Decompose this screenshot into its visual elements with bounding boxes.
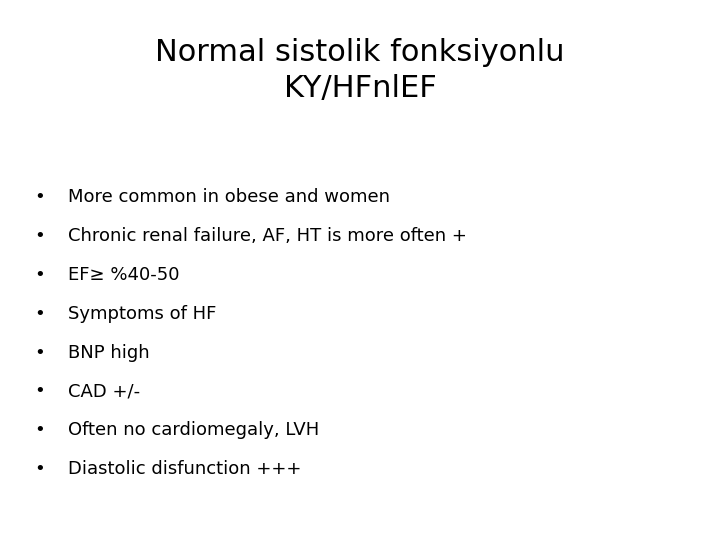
Text: •: • <box>35 421 45 440</box>
Text: •: • <box>35 227 45 245</box>
Text: Symptoms of HF: Symptoms of HF <box>68 305 217 323</box>
Text: •: • <box>35 266 45 284</box>
Text: •: • <box>35 460 45 478</box>
Text: BNP high: BNP high <box>68 343 150 362</box>
Text: •: • <box>35 343 45 362</box>
Text: Normal sistolik fonksiyonlu
KY/HFnlEF: Normal sistolik fonksiyonlu KY/HFnlEF <box>156 38 564 103</box>
Text: •: • <box>35 188 45 206</box>
Text: More common in obese and women: More common in obese and women <box>68 188 390 206</box>
Text: Often no cardiomegaly, LVH: Often no cardiomegaly, LVH <box>68 421 320 440</box>
Text: Chronic renal failure, AF, HT is more often +: Chronic renal failure, AF, HT is more of… <box>68 227 467 245</box>
Text: •: • <box>35 382 45 401</box>
Text: •: • <box>35 305 45 323</box>
Text: EF≥ %40-50: EF≥ %40-50 <box>68 266 180 284</box>
Text: Diastolic disfunction +++: Diastolic disfunction +++ <box>68 460 302 478</box>
Text: CAD +/-: CAD +/- <box>68 382 140 401</box>
